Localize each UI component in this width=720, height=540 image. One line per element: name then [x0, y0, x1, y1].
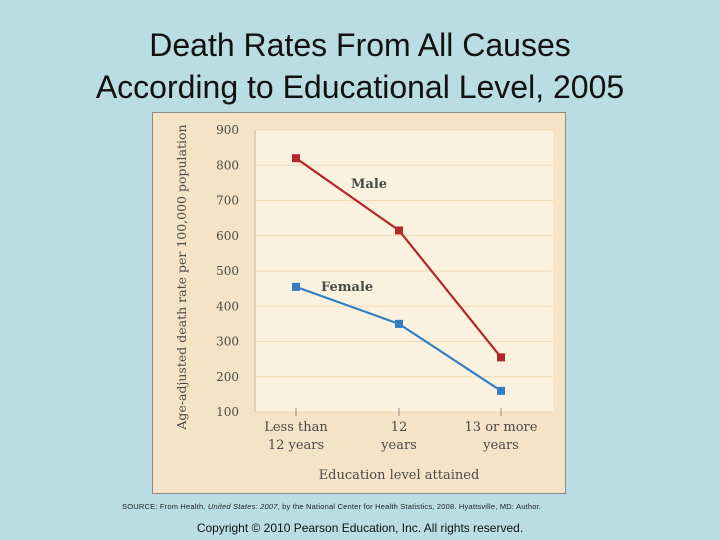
source-italic-title: United States: 2007 — [207, 502, 278, 511]
y-tick-label: 400 — [216, 299, 239, 313]
x-tick-label: 12 — [391, 420, 408, 435]
y-tick-label: 500 — [216, 264, 239, 278]
source-citation: SOURCE: From Health, United States: 2007… — [122, 502, 682, 511]
chart-figure: 100 200 300 400 500 600 700 800 900 Less than 12 y… — [152, 112, 566, 494]
x-tick-label: years — [380, 438, 417, 453]
data-point-female — [292, 282, 300, 291]
x-tick-label: 13 or more — [465, 420, 538, 435]
line-chart: 100 200 300 400 500 600 700 800 900 Less than 12 y… — [174, 123, 553, 483]
series-label-female: Female — [321, 280, 373, 295]
x-tick-label: Less than — [264, 420, 328, 435]
y-tick-label: 200 — [216, 370, 239, 384]
slide-title-line-2: According to Educational Level, 2005 — [95, 69, 625, 105]
x-tick-label: years — [482, 438, 519, 453]
x-tick-label: 12 years — [268, 438, 324, 453]
y-tick-label: 700 — [216, 194, 239, 208]
copyright-notice: Copyright © 2010 Pearson Education, Inc.… — [196, 521, 524, 535]
data-point-male — [497, 353, 505, 362]
slide-title: Death Rates From All Causes According to… — [0, 24, 720, 108]
y-tick-label: 600 — [216, 229, 239, 243]
y-axis-label: Age-adjusted death rate per 100,000 popu… — [174, 124, 189, 430]
y-tick-label: 300 — [216, 335, 239, 349]
x-axis-label: Education level attained — [319, 468, 480, 483]
series-label-male: Male — [351, 177, 387, 192]
source-prefix: SOURCE: From Health, — [122, 502, 208, 511]
source-suffix: , by the National Center for Health Stat… — [277, 502, 542, 511]
slide-title-line-1: Death Rates From All Causes — [149, 27, 571, 63]
y-tick-label: 900 — [216, 123, 239, 137]
y-tick-label: 800 — [216, 158, 239, 172]
data-point-male — [395, 226, 403, 235]
data-point-female — [497, 386, 505, 395]
data-point-female — [395, 319, 403, 328]
data-point-male — [292, 154, 300, 163]
y-tick-label: 100 — [216, 405, 239, 419]
